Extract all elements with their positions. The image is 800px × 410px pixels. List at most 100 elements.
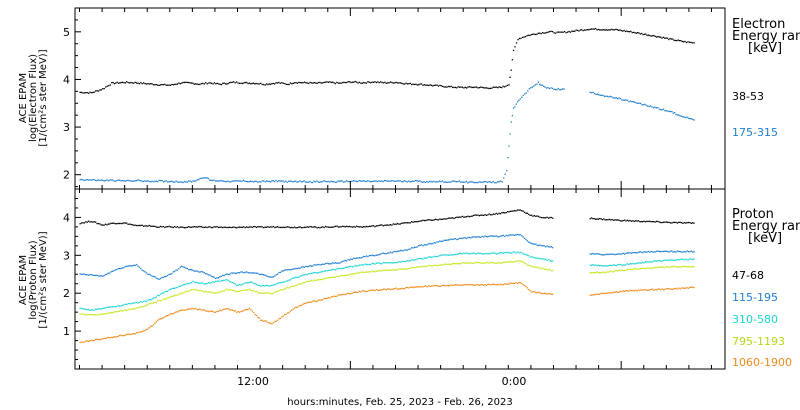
proton-data-point-115-195-46 [144,271,146,273]
electron-data-point-38-53-273 [464,86,466,89]
proton-data-point-310-580-60 [164,291,166,293]
proton-data-point-310-580-135 [269,285,272,287]
proton-data-point-795-1193-25 [114,310,117,313]
electron-data-point-175-315-228 [400,181,403,183]
electron-data-point-38-53-90 [206,83,208,85]
proton-data-point-795-1193-259 [444,263,447,265]
proton-data-point-1060-1900-200 [361,290,363,292]
proton-data-point-310-580-59 [162,292,165,294]
proton-data-point-795-1193-258 [443,263,445,266]
electron-data-point-38-53-110 [234,82,236,84]
electron-data-point-175-315-416 [691,118,694,121]
proton-data-point-47-68-38 [133,224,135,226]
electron-data-point-38-53-395 [635,32,637,34]
proton-data-point-47-68-216 [384,224,386,226]
proton-data-point-115-195-27 [117,267,119,270]
proton-data-point-310-580-346 [603,265,605,267]
electron-data-point-175-315-53 [154,180,156,182]
proton-data-point-115-195-3 [83,273,86,275]
electron-data-point-38-53-127 [258,83,260,85]
proton-data-point-795-1193-135 [269,292,272,295]
proton-data-point-1060-1900-88 [203,309,205,311]
proton-data-point-795-1193-390 [664,267,666,269]
electron-data-point-175-315-80 [192,180,194,182]
proton-data-point-47-68-25 [114,223,117,225]
proton-data-point-47-68-43 [140,224,142,227]
proton-data-point-47-68-34 [127,223,129,225]
proton-data-point-310-580-14 [99,308,101,310]
proton-data-point-1060-1900-376 [644,289,647,291]
proton-data-point-795-1193-42 [138,306,141,308]
electron-data-point-38-53-159 [303,81,306,83]
electron-data-point-38-53-270 [460,86,462,88]
electron-data-point-175-315-40 [135,179,138,182]
proton-data-point-47-68-208 [372,225,375,227]
proton-data-point-310-580-116 [243,283,245,285]
proton-data-point-795-1193-184 [339,275,341,277]
electron-data-point-38-53-124 [254,83,256,85]
electron-data-point-38-53-358 [585,29,587,31]
electron-data-point-175-315-397 [665,110,667,112]
proton-data-point-115-195-288 [485,236,488,238]
proton-data-point-795-1193-293 [492,262,495,264]
electron-data-point-38-53-249 [430,84,433,86]
proton-data-point-795-1193-376 [644,267,647,270]
proton-data-point-115-195-4 [85,274,87,276]
proton-data-point-47-68-317 [526,212,528,214]
electron-data-point-175-315-348 [595,93,597,96]
proton-data-point-795-1193-84 [198,290,200,292]
proton-data-point-795-1193-249 [430,265,433,267]
electron-data-point-175-315-297 [498,181,500,183]
proton-data-point-47-68-40 [135,224,138,227]
proton-data-point-795-1193-228 [401,268,403,270]
proton-data-point-47-68-103 [224,226,227,228]
proton-data-point-115-195-112 [237,272,239,274]
proton-data-point-795-1193-171 [320,278,323,281]
electron-data-point-175-315-378 [638,102,640,104]
proton-data-point-310-580-15 [100,308,102,310]
proton-data-point-115-195-99 [219,276,221,278]
electron-data-point-38-53-374 [607,29,609,31]
proton-data-point-47-68-256 [440,218,442,221]
proton-data-point-795-1193-301 [504,261,506,263]
proton-data-point-1060-1900-385 [657,288,659,290]
proton-data-point-47-68-135 [269,226,272,228]
proton-data-point-310-580-308 [513,251,516,253]
proton-data-point-115-195-207 [371,254,373,256]
proton-data-point-1060-1900-364 [628,290,630,292]
proton-data-point-310-580-340 [595,264,597,266]
proton-data-point-47-68-39 [134,224,136,226]
proton-data-point-47-68-312 [519,209,521,211]
proton-data-point-310-580-339 [593,264,595,267]
proton-data-point-115-195-169 [317,263,320,266]
proton-data-point-795-1193-322 [533,266,536,268]
proton-data-point-115-195-199 [360,257,362,259]
electron-data-point-175-315-148 [288,180,290,182]
proton-data-point-795-1193-348 [605,271,608,273]
electron-data-point-175-315-212 [378,180,380,182]
proton-data-point-115-195-182 [336,262,338,265]
electron-data-point-175-315-303 [507,156,509,159]
proton-data-point-310-580-44 [141,301,143,303]
proton-data-point-47-68-114 [240,226,242,228]
electron-data-point-175-315-237 [413,180,415,183]
proton-data-point-115-195-102 [223,274,225,277]
proton-data-point-115-195-373 [640,251,642,253]
proton-data-point-795-1193-333 [549,268,551,271]
proton-data-point-310-580-146 [285,280,287,282]
proton-data-point-310-580-291 [490,253,492,255]
proton-data-point-47-68-230 [403,222,406,224]
proton-data-point-1060-1900-124 [254,313,256,316]
electron-data-point-175-315-360 [612,97,614,99]
electron-data-point-38-53-210 [375,81,378,84]
proton-data-point-47-68-283 [478,215,481,217]
electron-data-point-38-53-190 [347,81,349,83]
proton-data-point-115-195-50 [150,274,152,276]
proton-data-point-310-580-342 [597,264,600,266]
electron-data-point-38-53-340 [559,31,561,33]
proton-data-point-1060-1900-224 [395,287,397,289]
proton-data-point-795-1193-283 [478,261,481,264]
proton-data-point-115-195-206 [370,254,372,257]
electron-data-point-38-53-363 [592,28,594,30]
proton-legend-title-1: Proton [732,207,774,222]
